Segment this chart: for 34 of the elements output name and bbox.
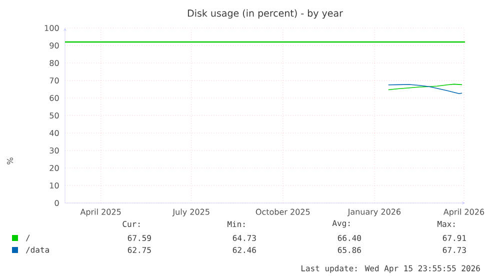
y-tick-label: 50	[50, 112, 59, 119]
text: Cur:	[122, 220, 140, 228]
y-tick-label: 60	[50, 94, 59, 102]
x-tick-label: July 2025	[172, 208, 210, 216]
y-tick-label: 20	[50, 164, 59, 172]
line-series	[388, 84, 462, 94]
y-tick-label: 90	[50, 42, 59, 49]
x-tick-label: October 2025	[256, 208, 310, 215]
chart-title: Disk usage (in percent) - by year	[188, 9, 343, 19]
text: Max:	[438, 221, 455, 227]
y-tick-label: 100	[44, 24, 59, 32]
y-tick-label: 30	[50, 147, 59, 154]
text: 65.86	[338, 246, 361, 254]
x-tick-label: January 2026	[347, 208, 401, 216]
text: 62.75	[128, 246, 151, 254]
y-tick-label: 0	[54, 200, 59, 206]
y-tick-label: 40	[50, 130, 59, 136]
text: 67.91	[442, 234, 466, 242]
text: 67.59	[128, 234, 151, 242]
x-tick-label: April 2026	[443, 208, 484, 216]
text: Last update: Wed Apr 15 23:55:55 2026	[302, 265, 480, 273]
legend-label: /	[26, 234, 30, 242]
y-axis-title: %	[6, 158, 14, 164]
text: Avg:	[332, 220, 350, 228]
legend-label: /data	[26, 246, 49, 254]
text: 67.73	[442, 246, 466, 254]
text: 66.40	[338, 234, 361, 242]
x-tick-label: April 2025	[80, 208, 121, 216]
text: 64.73	[232, 234, 256, 242]
y-tick-label: 80	[50, 60, 59, 66]
y-tick-label: 70	[50, 77, 59, 84]
text: 62.46	[232, 246, 256, 254]
text: Min:	[228, 220, 245, 228]
y-tick-label: 10	[50, 182, 59, 189]
